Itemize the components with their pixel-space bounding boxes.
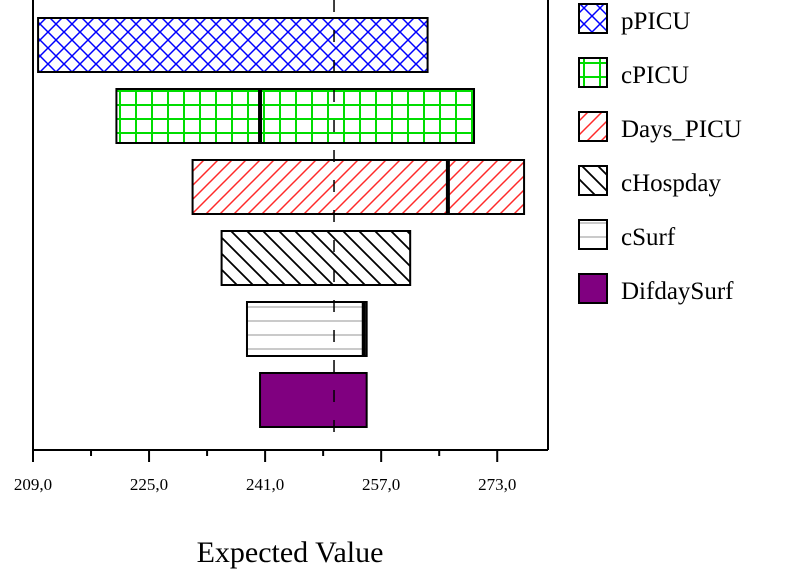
bars-group: [37, 17, 526, 428]
x-tick-label: 257,0: [362, 475, 400, 494]
legend-swatch: [578, 111, 608, 142]
legend-label: pPICU: [621, 8, 690, 35]
legend-swatch: [578, 3, 608, 34]
legend-label: cPICU: [621, 62, 689, 89]
x-tick-label: 273,0: [478, 475, 516, 494]
bar-chospday: [220, 230, 412, 286]
bar-difdaysurf: [259, 372, 368, 428]
axes-group: 209,0 225,0 241,0 257,0 273,0: [14, 0, 549, 494]
legend: pPICU cPICU Days_PICU cHospday cSurf DifdaySu…: [578, 3, 742, 305]
bar-csurf: [245, 301, 368, 357]
legend-swatch: [578, 273, 608, 304]
bar-ppicu: [37, 17, 429, 73]
x-tick-label: 225,0: [130, 475, 168, 494]
legend-swatch: [578, 165, 608, 196]
legend-label: DifdaySurf: [621, 278, 734, 305]
legend-swatch: [578, 57, 608, 88]
legend-label: cSurf: [621, 224, 676, 251]
legend-label: Days_PICU: [621, 116, 742, 143]
legend-label: cHospday: [621, 170, 721, 197]
x-tick-label: 209,0: [14, 475, 52, 494]
bar-days-picu: [191, 159, 526, 215]
legend-swatch: [578, 219, 608, 250]
bar-cpicu: [115, 88, 476, 144]
x-axis-title: Expected Value: [197, 536, 384, 569]
x-tick-label: 241,0: [246, 475, 284, 494]
